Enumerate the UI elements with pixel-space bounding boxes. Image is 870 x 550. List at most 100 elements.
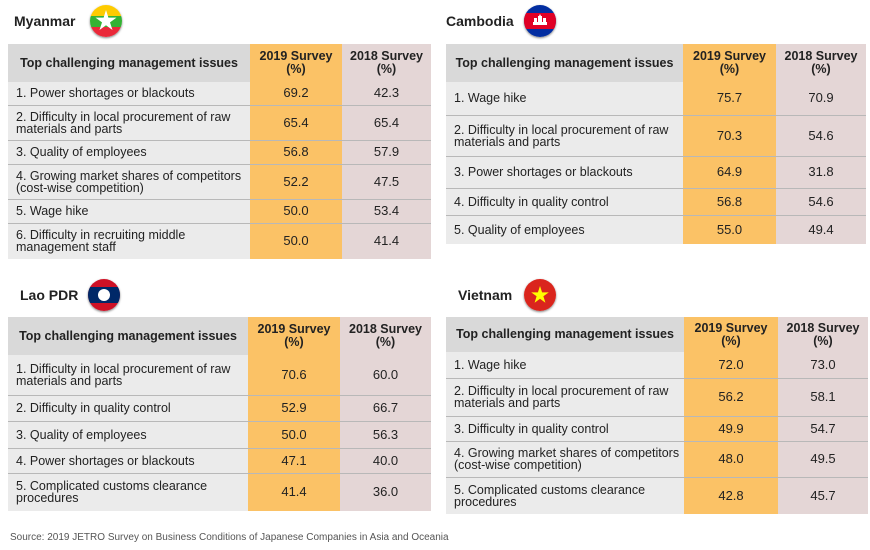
value-2019: 47.1 [248,448,340,474]
table-row: 3. Quality of employees 50.0 56.3 [8,421,431,449]
table-row: 4. Difficulty in quality control 56.8 54… [446,188,866,216]
value-2018: 54.6 [776,188,866,216]
issue-label: 2. Difficulty in quality control [8,395,248,422]
value-2018: 57.9 [342,140,431,165]
value-2019: 72.0 [684,352,778,379]
table-row: 6. Difficulty in recruiting middle manag… [8,223,431,259]
issue-label: 5. Complicated customs clearance procedu… [8,473,248,511]
header-2018: 2018 Survey (%) [340,317,431,355]
header-2019: 2019 Survey (%) [684,317,778,352]
vietnam-flag-icon [524,279,556,311]
value-2018: 41.4 [342,223,431,259]
value-2018: 40.0 [340,448,431,474]
issue-label: 3. Power shortages or blackouts [446,156,683,189]
header-2018: 2018 Survey (%) [776,44,866,82]
value-2018: 58.1 [778,378,868,417]
myanmar-flag-icon [90,5,122,37]
value-2019: 50.0 [248,421,340,449]
issue-label: 4. Power shortages or blackouts [8,448,248,474]
value-2018: 49.5 [778,441,868,478]
laos-flag-icon [88,279,120,311]
value-2019: 55.0 [683,215,776,244]
table-row: 1. Power shortages or blackouts 69.2 42.… [8,82,431,106]
issue-label: 2. Difficulty in local procurement of ra… [446,115,683,157]
issue-label: 4. Growing market shares of competitors … [8,164,250,200]
value-2019: 42.8 [684,477,778,514]
header-issue: Top challenging management issues [446,317,684,352]
value-2019: 75.7 [683,82,776,116]
issue-label: 3. Quality of employees [8,140,250,165]
value-2018: 54.7 [778,416,868,442]
value-2019: 56.8 [250,140,342,165]
table-row: 5. Quality of employees 55.0 49.4 [446,215,866,244]
issue-label: 5. Wage hike [8,199,250,224]
table-row: 3. Difficulty in quality control 49.9 54… [446,416,868,442]
value-2018: 31.8 [776,156,866,189]
table-row: 2. Difficulty in local procurement of ra… [446,378,868,417]
value-2018: 66.7 [340,395,431,422]
issue-label: 2. Difficulty in local procurement of ra… [446,378,684,417]
table-laos: Top challenging management issues 2019 S… [8,317,431,511]
issue-label: 5. Complicated customs clearance procedu… [446,477,684,514]
table-row: 2. Difficulty in local procurement of ra… [8,105,431,141]
value-2019: 56.8 [683,188,776,216]
value-2018: 65.4 [342,105,431,141]
header-2019: 2019 Survey (%) [250,44,342,82]
value-2019: 50.0 [250,223,342,259]
issue-label: 3. Quality of employees [8,421,248,449]
value-2018: 56.3 [340,421,431,449]
issue-label: 1. Wage hike [446,82,683,116]
table-row: 2. Difficulty in local procurement of ra… [446,115,866,157]
value-2019: 49.9 [684,416,778,442]
value-2018: 53.4 [342,199,431,224]
value-2019: 41.4 [248,473,340,511]
header-2019: 2019 Survey (%) [683,44,776,82]
header-2019: 2019 Survey (%) [248,317,340,355]
country-title-laos: Lao PDR [20,287,79,303]
value-2018: 42.3 [342,82,431,106]
value-2019: 50.0 [250,199,342,224]
table-row: 1. Wage hike 72.0 73.0 [446,352,868,379]
value-2018: 49.4 [776,215,866,244]
header-2018: 2018 Survey (%) [778,317,868,352]
value-2018: 36.0 [340,473,431,511]
table-row: 1. Difficulty in local procurement of ra… [8,355,431,396]
issue-label: 1. Power shortages or blackouts [8,82,250,106]
value-2019: 52.9 [248,395,340,422]
value-2019: 52.2 [250,164,342,200]
issue-label: 1. Wage hike [446,352,684,379]
country-title-myanmar: Myanmar [14,13,76,29]
table-row: 2. Difficulty in quality control 52.9 66… [8,395,431,422]
value-2019: 70.3 [683,115,776,157]
value-2019: 56.2 [684,378,778,417]
table-vietnam: Top challenging management issues 2019 S… [446,317,868,514]
table-row: 4. Power shortages or blackouts 47.1 40.… [8,448,431,474]
header-issue: Top challenging management issues [8,317,248,355]
value-2018: 47.5 [342,164,431,200]
issue-label: 4. Difficulty in quality control [446,188,683,216]
value-2018: 60.0 [340,355,431,396]
cambodia-flag-icon [524,5,556,37]
table-row: 3. Quality of employees 56.8 57.9 [8,140,431,165]
header-issue: Top challenging management issues [8,44,250,82]
value-2018: 45.7 [778,477,868,514]
country-title-vietnam: Vietnam [458,287,513,303]
table-row: 1. Wage hike 75.7 70.9 [446,82,866,116]
table-row: 5. Wage hike 50.0 53.4 [8,199,431,224]
country-title-cambodia: Cambodia [446,13,514,29]
value-2018: 73.0 [778,352,868,379]
table-row: 3. Power shortages or blackouts 64.9 31.… [446,156,866,189]
header-2018: 2018 Survey (%) [342,44,431,82]
table-row: 4. Growing market shares of competitors … [446,441,868,478]
issue-label: 1. Difficulty in local procurement of ra… [8,355,248,396]
table-myanmar: Top challenging management issues 2019 S… [8,44,431,259]
value-2019: 69.2 [250,82,342,106]
header-issue: Top challenging management issues [446,44,683,82]
table-cambodia: Top challenging management issues 2019 S… [446,44,866,244]
value-2019: 65.4 [250,105,342,141]
issue-label: 3. Difficulty in quality control [446,416,684,442]
table-row: 5. Complicated customs clearance procedu… [446,477,868,514]
table-row: 5. Complicated customs clearance procedu… [8,473,431,511]
issue-label: 4. Growing market shares of competitors … [446,441,684,478]
issue-label: 5. Quality of employees [446,215,683,244]
